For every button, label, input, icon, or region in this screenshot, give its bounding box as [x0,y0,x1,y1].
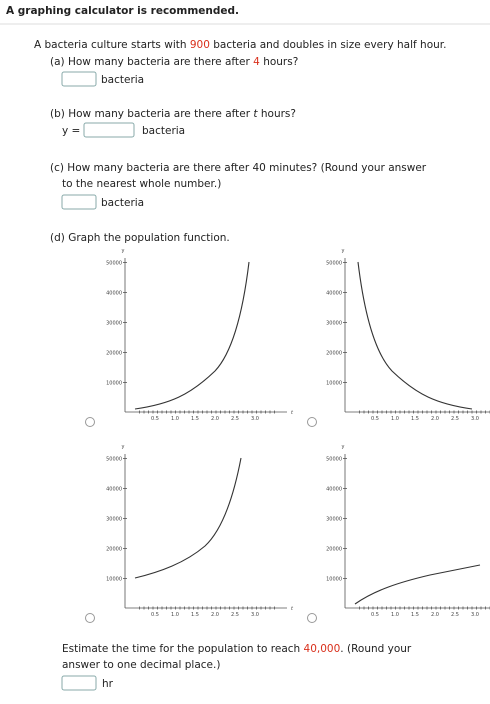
x-tick-label: 2.0 [211,416,219,422]
x-tick-label: 1.5 [411,416,419,422]
radio-button[interactable] [85,613,95,623]
y-tick-label: 30000 [106,321,122,327]
part-e: Estimate the time for the population to … [62,643,412,655]
axis-label: y [122,444,125,450]
unit: hr [102,678,114,690]
text: (a) How many bacteria are there after [50,56,250,68]
x-tick-label: 0.5 [151,416,159,422]
x-tick-label: 1.5 [191,612,199,618]
axis-label: t [291,410,294,416]
radio-button[interactable] [307,417,317,427]
x-tick-label: 3.0 [471,416,479,422]
answer-input[interactable] [61,194,97,210]
text: A bacteria culture starts with [34,39,187,51]
y-tick-label: 40000 [326,487,342,493]
part-a: (a) How many bacteria are there after 4 … [50,56,298,68]
x-tick-label: 3.0 [471,612,479,618]
unit: bacteria [142,125,185,137]
x-tick-label: 1.0 [171,612,179,618]
answer-input[interactable] [61,675,97,691]
text: bacteria and doubles in size every half … [213,39,446,51]
y-tick-label: 30000 [326,517,342,523]
y-tick-label: 10000 [326,577,342,583]
intro: A bacteria culture starts with 900 bacte… [34,39,446,51]
y-tick-label: 20000 [326,351,342,357]
y-tick-label: 50000 [106,261,122,267]
radio-button[interactable] [85,417,95,427]
part-b: (b) How many bacteria are there after t … [50,108,296,120]
x-tick-label: 1.0 [391,612,399,618]
y-tick-label: 20000 [106,351,122,357]
text: . (Round your [340,643,412,655]
answer-input[interactable] [61,71,97,87]
y-tick-label: 40000 [106,487,122,493]
x-tick-label: 1.0 [171,416,179,422]
highlight: 4 [253,56,260,68]
part-d: (d) Graph the population function. [50,232,230,244]
part-c: (c) How many bacteria are there after 40… [50,162,427,174]
y-tick-label: 10000 [106,577,122,583]
x-tick-label: 1.5 [191,416,199,422]
x-tick-label: 2.0 [211,612,219,618]
axis-label: y [342,248,345,254]
text: (b) How many bacteria are there after [50,108,251,120]
unit: bacteria [101,197,144,209]
y-tick-label: 40000 [326,291,342,297]
axis-label: t [291,606,294,612]
y-tick-label: 10000 [326,381,342,387]
highlight: 900 [190,39,210,51]
lhs: y = [62,125,80,137]
answer-input[interactable] [83,122,135,138]
curve [134,457,242,579]
x-tick-label: 0.5 [151,612,159,618]
y-tick-label: 10000 [106,381,122,387]
axis-label: y [122,248,125,254]
curve [357,261,473,410]
y-tick-label: 50000 [326,261,342,267]
x-tick-label: 1.5 [411,612,419,618]
curve [354,564,481,605]
unit: bacteria [101,74,144,86]
part-c: to the nearest whole number.) [62,178,221,190]
x-tick-label: 2.0 [431,416,439,422]
x-tick-label: 2.5 [231,612,239,618]
text: hours? [263,56,298,68]
radio-button[interactable] [307,613,317,623]
note: A graphing calculator is recommended. [6,5,239,17]
curve [134,261,250,410]
x-tick-label: 1.0 [391,416,399,422]
variable: t [253,108,258,120]
x-tick-label: 2.5 [451,416,459,422]
x-tick-label: 2.5 [451,612,459,618]
part-e: answer to one decimal place.) [62,659,220,671]
x-tick-label: 2.0 [431,612,439,618]
x-tick-label: 0.5 [371,612,379,618]
y-tick-label: 40000 [106,291,122,297]
y-tick-label: 30000 [326,321,342,327]
y-tick-label: 20000 [326,547,342,553]
x-tick-label: 2.5 [231,416,239,422]
text: Estimate the time for the population to … [62,643,300,655]
y-tick-label: 50000 [106,457,122,463]
text: hours? [261,108,296,120]
x-tick-label: 3.0 [251,612,259,618]
x-tick-label: 3.0 [251,416,259,422]
axis-label: y [342,444,345,450]
y-tick-label: 50000 [326,457,342,463]
y-tick-label: 20000 [106,547,122,553]
y-tick-label: 30000 [106,517,122,523]
highlight: 40,000 [304,643,341,655]
x-tick-label: 0.5 [371,416,379,422]
